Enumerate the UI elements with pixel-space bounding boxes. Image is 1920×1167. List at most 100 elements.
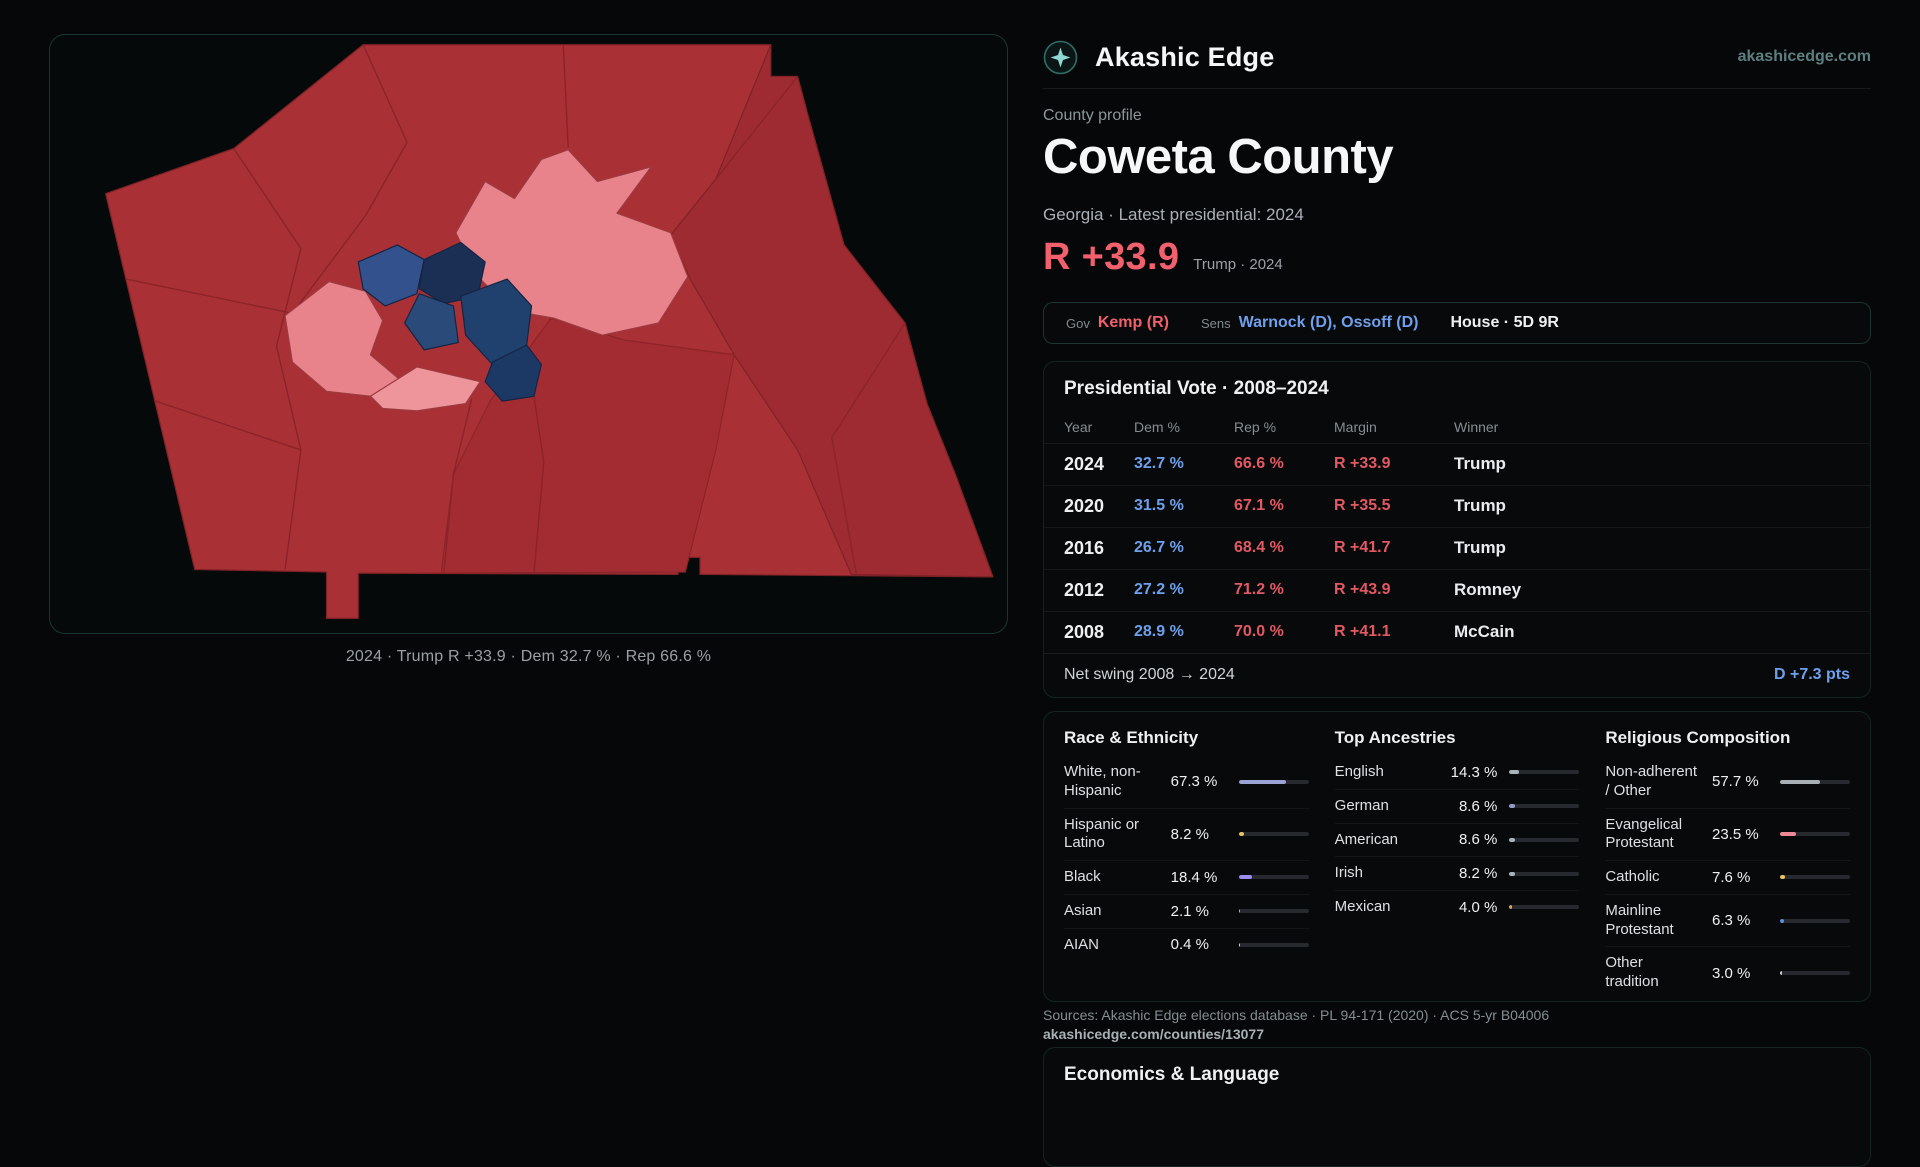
map-caption: 2024 · Trump R +33.9 · Dem 32.7 % · Rep …	[345, 648, 712, 665]
demo-row: AIAN 0.4 %	[1064, 929, 1309, 962]
demo-label: Hispanic or Latino	[1064, 815, 1140, 852]
demo-value: 8.2 %	[1170, 825, 1210, 843]
sources: Sources: Akashic Edge elections database…	[1043, 1006, 1871, 1044]
pres-cell-rep: 71.2 %	[1234, 581, 1284, 599]
pres-cell-winner: Romney	[1454, 580, 1522, 600]
officials-bar: Gov Kemp (R) Sens Warnock (D), Ossoff (D…	[1043, 302, 1871, 344]
pres-cell-rep: 66.6 %	[1234, 455, 1284, 473]
demo-bar	[1509, 770, 1580, 775]
sens-label: Sens	[1200, 315, 1231, 331]
pres-cell-year: 2016	[1064, 537, 1105, 558]
demo-value: 57.7 %	[1712, 773, 1759, 791]
demo-value: 18.4 %	[1170, 868, 1218, 886]
subtitle: Georgia · Latest presidential: 2024	[1043, 205, 1304, 224]
demo-value: 14.3 %	[1450, 763, 1498, 781]
economics-card: Economics & Language	[1043, 1047, 1871, 1167]
sens-value: Warnock (D), Ossoff (D)	[1238, 314, 1419, 331]
demo-label: White, non-Hispanic	[1064, 763, 1141, 799]
demo-row: Hispanic or Latino 8.2 %	[1064, 809, 1309, 861]
sources-url[interactable]: akashicedge.com/counties/13077	[1043, 1026, 1264, 1042]
pres-cell-year: 2020	[1064, 495, 1105, 516]
gov-value: Kemp (R)	[1097, 314, 1169, 331]
brand-logo[interactable]	[1043, 40, 1078, 75]
pres-cell-year: 2012	[1064, 579, 1105, 600]
demo-row: Mainline Protestant 6.3 %	[1605, 895, 1850, 948]
pres-cell-winner: Trump	[1454, 454, 1506, 474]
kicker: County profile	[1043, 107, 1142, 124]
presidential-row: 2012 27.2 % 71.2 % R +43.9 Romney	[1044, 568, 1870, 611]
presidential-card: Presidential Vote · 2008–2024 Year Dem %…	[1043, 361, 1871, 698]
map-precinct-borders	[126, 44, 906, 574]
demo-bar	[1509, 804, 1580, 809]
pres-cell-dem: 28.9 %	[1134, 623, 1184, 641]
net-swing-value: D +7.3 pts	[1773, 666, 1850, 684]
demo-bar	[1238, 779, 1309, 784]
col-year: Year	[1064, 419, 1093, 436]
demo-row: German 8.6 %	[1334, 790, 1580, 824]
demo-bar	[1509, 871, 1580, 876]
map-precinct-pink-west	[284, 280, 403, 397]
net-swing-label: Net swing 2008 → 2024	[1064, 666, 1235, 684]
demo-bar	[1780, 971, 1850, 975]
pres-cell-margin: R +41.1	[1334, 623, 1391, 641]
house-value: House · 5D 9R	[1450, 314, 1559, 331]
demo-bar	[1509, 837, 1580, 842]
demo-label: Asian	[1064, 901, 1102, 919]
pres-cell-year: 2024	[1064, 453, 1105, 474]
demo-group-title: Top Ancestries	[1334, 728, 1456, 747]
pres-cell-dem: 32.7 %	[1134, 455, 1184, 473]
demo-value: 4.0 %	[1458, 898, 1498, 916]
pres-cell-winner: Trump	[1454, 538, 1506, 558]
demo-bar	[1780, 779, 1850, 784]
demo-group-title: Race & Ethnicity	[1064, 728, 1199, 747]
demo-value: 67.3 %	[1170, 773, 1218, 791]
net-swing-row: Net swing 2008 → 2024 D +7.3 pts	[1044, 652, 1870, 697]
demo-row: Irish 8.2 %	[1334, 857, 1580, 891]
map-precinct-blue-5	[484, 344, 542, 402]
demo-label: AIAN	[1064, 935, 1100, 953]
margin-caption: Trump · 2024	[1193, 256, 1283, 273]
sparkle-logo-icon	[1043, 40, 1078, 74]
col-margin: Margin	[1334, 419, 1377, 436]
demo-row: Other tradition 3.0 %	[1605, 947, 1850, 999]
pres-cell-margin: R +33.9	[1334, 455, 1391, 473]
demo-bar	[1238, 942, 1309, 947]
gov-label: Gov	[1066, 315, 1090, 331]
demo-value: 0.4 %	[1170, 936, 1210, 954]
demo-row: Asian 2.1 %	[1064, 895, 1309, 929]
demo-group-ancestries: Top Ancestries English 14.3 % German 8.6 % Am…	[1334, 728, 1580, 999]
pres-cell-rep: 70.0 %	[1234, 623, 1284, 641]
col-winner: Winner	[1454, 419, 1499, 436]
county-map-panel[interactable]	[49, 34, 1008, 634]
presidential-header-row: Year Dem % Rep % Margin Winner	[1044, 412, 1870, 443]
demo-label: English	[1334, 763, 1384, 780]
demo-label: Mexican	[1334, 898, 1391, 915]
demo-label: Evangelical Protestant	[1605, 815, 1683, 852]
demo-bar	[1238, 875, 1309, 880]
demo-bar	[1509, 905, 1580, 910]
demo-value: 6.3 %	[1712, 912, 1751, 929]
demo-label: American	[1334, 830, 1399, 848]
brand-domain-link[interactable]: akashicedge.com	[1737, 48, 1871, 65]
col-rep: Rep %	[1234, 419, 1277, 436]
demo-row: Evangelical Protestant 23.5 %	[1605, 809, 1850, 861]
demo-bar	[1780, 875, 1850, 880]
demo-label: Non-adherent / Other	[1605, 763, 1698, 799]
page-title: Coweta County	[1043, 130, 1394, 184]
pres-cell-year: 2008	[1064, 621, 1105, 642]
pres-cell-winner: McCain	[1454, 622, 1515, 642]
demo-value: 3.0 %	[1712, 964, 1751, 982]
demo-bar	[1238, 909, 1309, 914]
map-precinct-blue-1	[357, 244, 425, 307]
presidential-title: Presidential Vote · 2008–2024	[1064, 378, 1329, 399]
presidential-row: 2016 26.7 % 68.4 % R +41.7 Trump	[1044, 526, 1870, 569]
presidential-row: 2020 31.5 % 67.1 % R +35.5 Trump	[1044, 484, 1870, 527]
demographics-card: Race & Ethnicity White, non-Hispanic 67.3 …	[1043, 711, 1871, 1002]
demo-value: 2.1 %	[1170, 902, 1210, 920]
economics-title: Economics & Language	[1064, 1064, 1280, 1085]
sources-line: Sources: Akashic Edge elections database…	[1043, 1007, 1550, 1023]
presidential-row: 2024 32.7 % 66.6 % R +33.9 Trump	[1044, 442, 1870, 485]
headline-margin: R +33.9 Trump · 2024	[1043, 236, 1283, 279]
header-divider	[1043, 88, 1871, 89]
demo-label: Other tradition	[1605, 954, 1659, 990]
